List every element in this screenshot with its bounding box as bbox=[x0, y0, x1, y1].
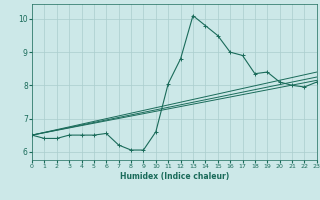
X-axis label: Humidex (Indice chaleur): Humidex (Indice chaleur) bbox=[120, 172, 229, 181]
